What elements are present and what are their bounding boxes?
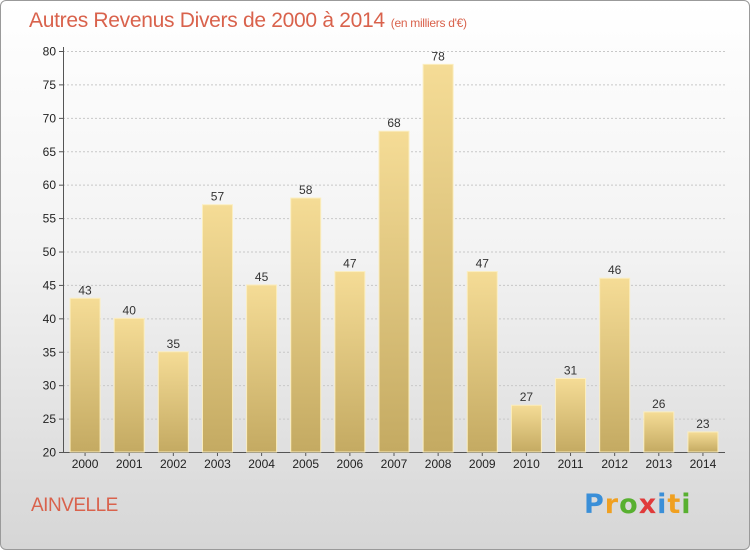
x-tick-label-2011: 2011 [558, 457, 584, 471]
y-tick-label: 80 [43, 45, 57, 59]
logo-letter: x [638, 489, 658, 520]
data-label-2007: 68 [387, 116, 401, 130]
y-tick-label: 65 [43, 145, 57, 159]
y-tick-label: 35 [43, 345, 57, 359]
x-tick-label-2009: 2009 [469, 457, 496, 471]
x-tick-label-2013: 2013 [645, 457, 672, 471]
data-label-2004: 45 [255, 270, 269, 284]
data-label-2011: 31 [564, 363, 578, 377]
town-name: AINVELLE [31, 495, 118, 516]
y-tick-label: 50 [43, 245, 57, 259]
x-tick-label-2000: 2000 [72, 457, 99, 471]
y-tick-label: 70 [43, 111, 57, 125]
y-tick-label: 55 [43, 212, 57, 226]
bar-2012 [599, 277, 631, 453]
bars [69, 63, 719, 453]
x-tick-label-2006: 2006 [337, 457, 364, 471]
data-label-2006: 47 [343, 257, 357, 271]
logo-letter: t [667, 489, 682, 520]
bar-2009 [466, 271, 498, 453]
bar-2001 [113, 317, 145, 453]
y-tick-label: 20 [43, 446, 57, 460]
x-tick-label-2012: 2012 [601, 457, 628, 471]
logo-letter: i [657, 489, 668, 520]
y-tick-label: 75 [43, 78, 57, 92]
bar-2004 [246, 284, 278, 453]
x-tick-label-2004: 2004 [248, 457, 275, 471]
data-label-2005: 58 [299, 183, 313, 197]
logo-letter: r [604, 489, 620, 520]
data-labels: 43 40 35 57 45 58 47 68 78 47 27 31 46 26 23 [78, 49, 710, 431]
bar-2007 [378, 130, 410, 453]
data-label-2003: 57 [211, 190, 225, 204]
bar-2005 [290, 197, 322, 453]
bar-2008 [422, 63, 454, 453]
bar-2003 [201, 204, 233, 453]
proxiti-logo: Proxiti [584, 489, 692, 520]
bar-2011 [555, 377, 587, 453]
data-label-2002: 35 [167, 337, 181, 351]
bar-2006 [334, 271, 366, 453]
data-label-2001: 40 [123, 303, 137, 317]
x-tick-label-2005: 2005 [292, 457, 319, 471]
data-label-2000: 43 [78, 283, 92, 297]
x-tick-label-2007: 2007 [381, 457, 408, 471]
bar-2014 [687, 431, 719, 453]
x-tick-label-2008: 2008 [425, 457, 452, 471]
x-tick-label-2003: 2003 [204, 457, 231, 471]
logo-letter: o [619, 489, 639, 520]
y-tick-label: 25 [43, 412, 57, 426]
x-tick-label-2014: 2014 [690, 457, 717, 471]
tick-labels: 20 25 30 35 40 45 50 55 60 65 70 75 80 2000 2001 2002 20… [43, 45, 717, 472]
bar-2000 [69, 297, 101, 453]
chart-title-text: Autres Revenus Divers de 2000 à 2014 [29, 9, 385, 32]
chart-title: Autres Revenus Divers de 2000 à 2014 (en … [29, 9, 467, 33]
y-tick-label: 40 [43, 312, 57, 326]
bar-2010 [510, 404, 542, 453]
y-tick-label: 30 [43, 379, 57, 393]
bar-2002 [157, 351, 189, 453]
x-tick-label-2001: 2001 [116, 457, 143, 471]
chart-unit: (en milliers d'€) [390, 16, 467, 30]
x-tick-label-2002: 2002 [160, 457, 187, 471]
x-tick-label-2010: 2010 [513, 457, 540, 471]
data-label-2014: 23 [696, 417, 710, 431]
data-label-2012: 46 [608, 263, 622, 277]
y-tick-label: 45 [43, 278, 57, 292]
data-label-2010: 27 [520, 390, 534, 404]
data-label-2013: 26 [652, 397, 666, 411]
data-label-2008: 78 [431, 49, 445, 63]
data-label-2009: 47 [476, 257, 490, 271]
y-tick-label: 60 [43, 178, 57, 192]
logo-letter: i [681, 489, 692, 520]
logo-letter: P [584, 489, 605, 520]
bar-2013 [643, 411, 675, 453]
